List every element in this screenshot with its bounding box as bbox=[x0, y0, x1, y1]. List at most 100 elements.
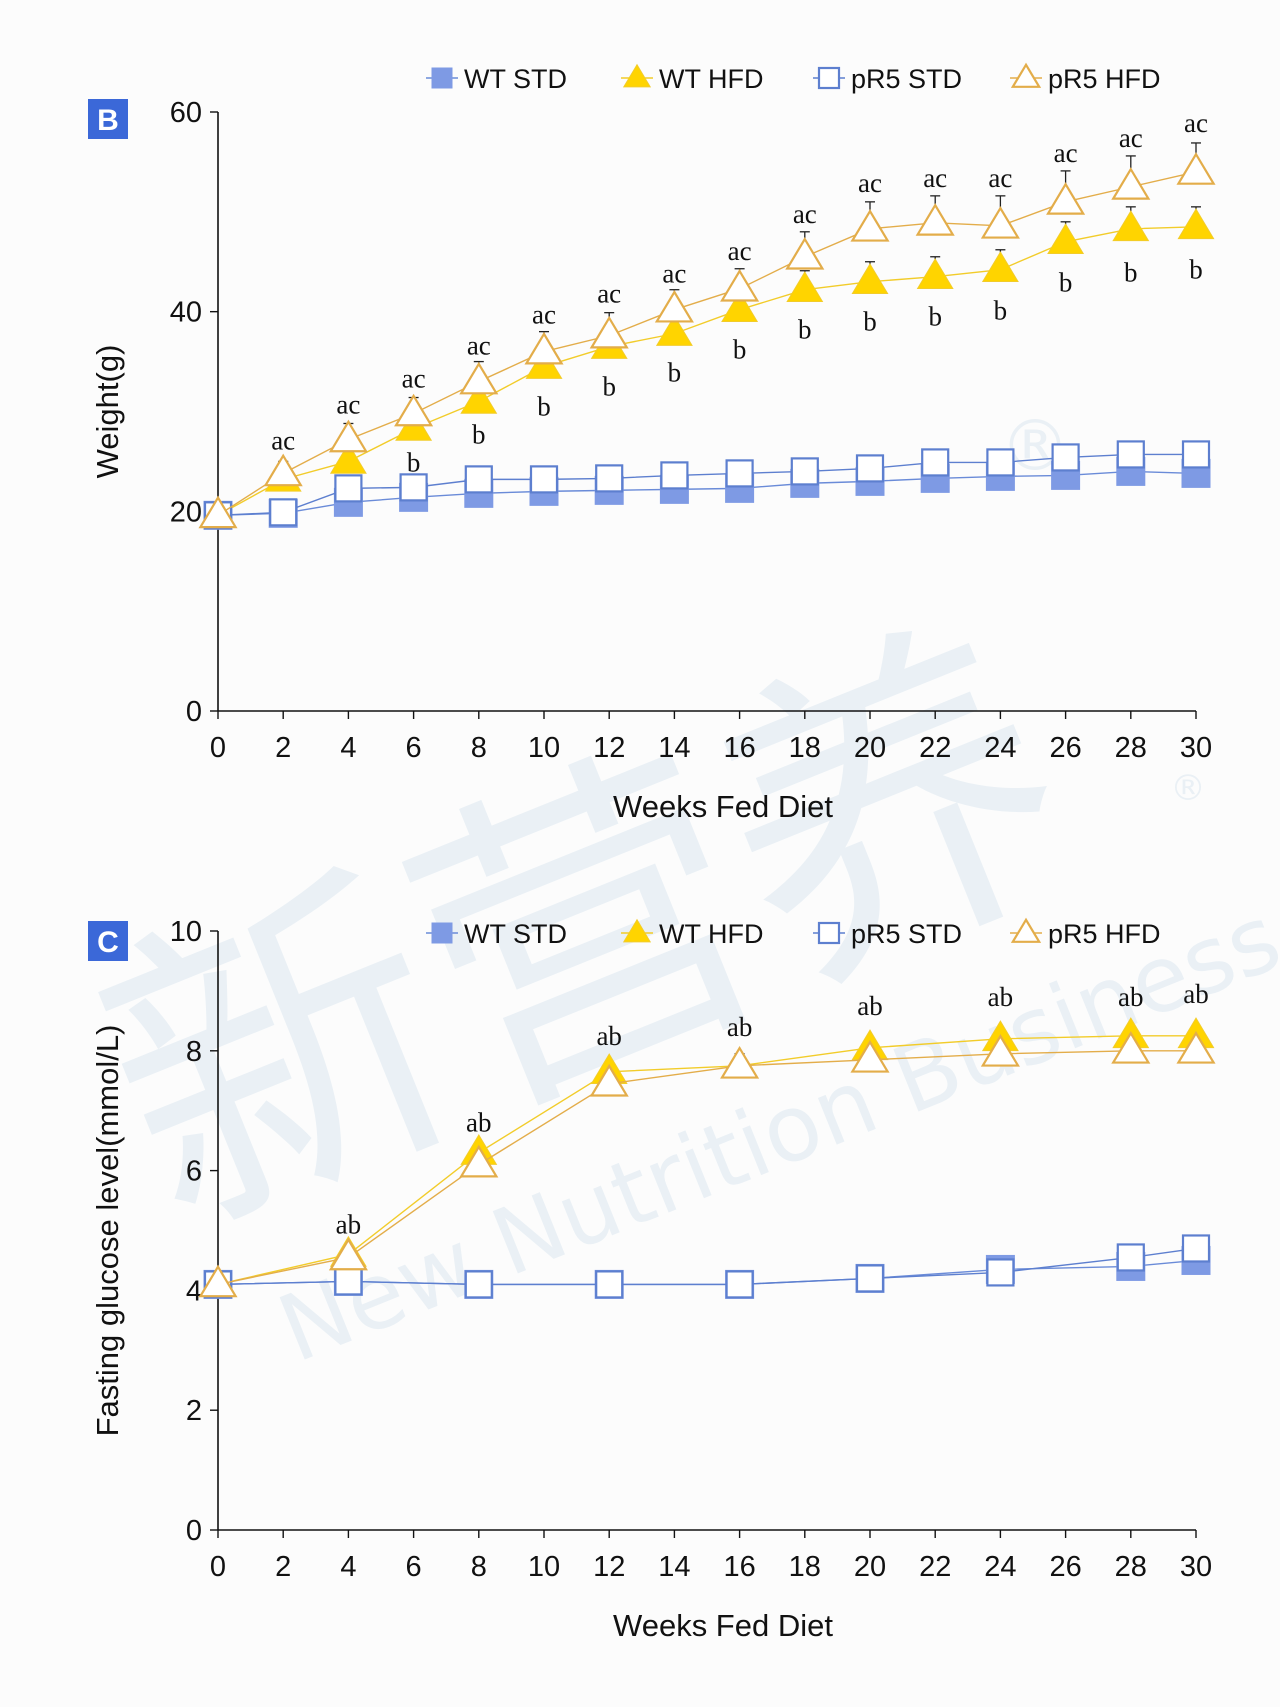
data-point bbox=[850, 1039, 890, 1073]
data-point bbox=[263, 453, 303, 487]
x-axis-label: Weeks Fed Diet bbox=[613, 789, 833, 824]
watermark-reg-mark-2: ® bbox=[1170, 768, 1206, 809]
data-point bbox=[855, 454, 885, 483]
data-point bbox=[786, 271, 824, 302]
data-point bbox=[459, 361, 499, 395]
data-point bbox=[980, 206, 1020, 239]
data-point bbox=[725, 459, 754, 488]
data-point bbox=[328, 1237, 368, 1271]
x-tick-label: 10 bbox=[528, 1551, 560, 1583]
significance-label: b bbox=[1124, 258, 1138, 288]
x-tick-label: 16 bbox=[723, 732, 755, 764]
x-tick-label: 6 bbox=[406, 1551, 422, 1583]
legend-item: WT STD bbox=[426, 919, 567, 949]
data-point bbox=[524, 331, 564, 365]
data-point bbox=[399, 473, 428, 502]
data-point bbox=[1181, 440, 1211, 469]
significance-label: b bbox=[1189, 255, 1203, 285]
x-tick-label: 12 bbox=[593, 1551, 625, 1583]
significance-label: ab bbox=[466, 1108, 491, 1138]
series-line bbox=[217, 453, 1196, 517]
significance-label: ac bbox=[662, 259, 686, 289]
data-point bbox=[725, 1270, 754, 1299]
data-point bbox=[329, 442, 367, 474]
significance-label: ac bbox=[336, 389, 360, 419]
x-tick-label: 2 bbox=[275, 1551, 291, 1583]
y-tick-label: 40 bbox=[170, 297, 202, 329]
data-point bbox=[394, 393, 434, 427]
significance-label: ac bbox=[402, 364, 426, 394]
significance-label: b bbox=[602, 372, 616, 402]
data-point bbox=[654, 289, 694, 323]
significance-label: ac bbox=[923, 163, 947, 193]
series-wt-hfd bbox=[199, 206, 1215, 528]
data-point bbox=[655, 314, 693, 346]
legend-marker bbox=[1010, 62, 1042, 88]
legend-marker bbox=[817, 66, 841, 90]
data-point bbox=[464, 1270, 493, 1299]
data-point bbox=[328, 419, 368, 453]
x-tick-label: 22 bbox=[919, 1551, 951, 1583]
data-point bbox=[986, 1258, 1015, 1287]
x-tick-label: 26 bbox=[1049, 732, 1081, 764]
x-tick-label: 24 bbox=[984, 1551, 1016, 1583]
significance-label: ac bbox=[532, 300, 556, 330]
data-point bbox=[1116, 1243, 1145, 1272]
x-tick-label: 20 bbox=[854, 1551, 886, 1583]
data-point bbox=[269, 498, 298, 527]
legend-label: pR5 STD bbox=[851, 919, 962, 949]
x-tick-label: 18 bbox=[789, 1551, 821, 1583]
y-tick-label: 4 bbox=[186, 1275, 202, 1307]
series-line bbox=[217, 171, 1197, 516]
significance-label: b bbox=[407, 447, 421, 477]
data-point bbox=[459, 1144, 499, 1178]
legend-label: WT STD bbox=[464, 919, 567, 949]
x-tick-label: 30 bbox=[1180, 732, 1212, 764]
legend-marker bbox=[431, 922, 453, 944]
data-point bbox=[981, 251, 1019, 283]
significance-label: b bbox=[863, 307, 877, 337]
data-point bbox=[460, 382, 498, 414]
legend-marker bbox=[622, 63, 652, 88]
data-point bbox=[851, 263, 889, 294]
x-tick-label: 4 bbox=[340, 732, 356, 764]
x-tick-label: 12 bbox=[593, 732, 625, 764]
data-point bbox=[986, 448, 1015, 477]
significance-label: b bbox=[668, 358, 682, 388]
x-tick-label: 28 bbox=[1115, 1551, 1147, 1583]
y-axis-label: Weight(g) bbox=[90, 345, 125, 479]
x-tick-label: 6 bbox=[406, 732, 422, 764]
x-tick-label: 18 bbox=[789, 732, 821, 764]
series-pr5-hfd bbox=[198, 142, 1216, 529]
data-point bbox=[1176, 1030, 1216, 1064]
significance-label: b bbox=[472, 419, 486, 449]
data-point bbox=[1112, 210, 1150, 242]
data-point bbox=[198, 1264, 238, 1298]
x-tick-label: 4 bbox=[340, 1551, 356, 1583]
x-tick-label: 30 bbox=[1180, 1551, 1212, 1583]
data-point bbox=[1111, 167, 1151, 200]
legend-label: pR5 HFD bbox=[1048, 919, 1161, 949]
panel-b-weight-chart: 0 2 4 6 8 10 12 14 16 18 20 22 24 26 28 300204060Weeks … bbox=[88, 62, 1216, 824]
data-point bbox=[1176, 152, 1216, 185]
data-point bbox=[589, 315, 629, 349]
x-tick-label: 8 bbox=[471, 1551, 487, 1583]
significance-label: ac bbox=[728, 236, 752, 266]
y-tick-label: 10 bbox=[170, 916, 202, 948]
significance-label: ab bbox=[1183, 979, 1208, 1009]
legend-label: pR5 STD bbox=[851, 64, 962, 94]
significance-label: ac bbox=[1119, 123, 1143, 153]
y-tick-label: 8 bbox=[186, 1036, 202, 1068]
data-point bbox=[198, 495, 238, 529]
data-point bbox=[980, 1033, 1020, 1067]
data-point bbox=[1047, 223, 1085, 255]
x-tick-label: 24 bbox=[984, 732, 1016, 764]
y-tick-label: 0 bbox=[186, 696, 202, 728]
data-point bbox=[855, 1264, 885, 1293]
significance-label: ab bbox=[1118, 982, 1143, 1012]
significance-label: b bbox=[994, 296, 1008, 326]
data-point bbox=[334, 474, 363, 503]
significance-label: ac bbox=[858, 168, 882, 198]
data-point bbox=[529, 465, 559, 494]
